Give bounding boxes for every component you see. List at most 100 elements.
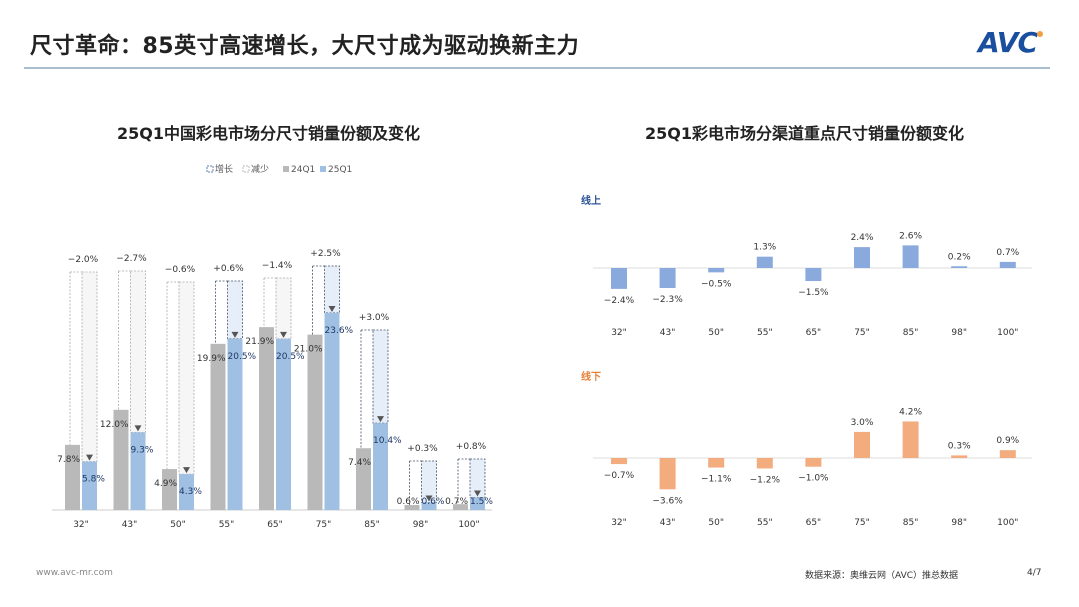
x-tick-32": 32" [73,520,89,530]
x-tick-32": 32" [611,518,627,528]
value-label: −2.4% [604,296,635,306]
bar-线上-50" [708,268,725,273]
x-tick-100": 100" [458,520,479,530]
bar-24q1-65" [259,327,274,510]
change-box [178,281,195,475]
label-24q1: 7.8% [57,455,80,465]
left-chart-title: 25Q1中国彩电市场分尺寸销量份额及变化 [117,124,421,143]
x-tick-50": 50" [170,520,186,530]
label-24q1: 0.7% [445,497,468,507]
x-tick-50": 50" [708,328,724,338]
value-label: 0.3% [948,441,971,451]
change-label: −2.0% [68,255,99,265]
change-label: −0.6% [165,265,196,275]
change-label: +2.5% [310,249,341,259]
bar-24q1-85" [356,448,371,510]
bar-线上-75" [854,247,870,268]
bar-24q1-100" [453,504,468,510]
bar-25q1-43" [130,432,146,510]
value-label: 1.3% [753,243,776,253]
x-tick-75": 75" [316,520,332,530]
bar-线下-65" [805,458,822,467]
change-box [81,271,98,462]
x-tick-43": 43" [122,520,138,530]
x-tick-43": 43" [660,328,676,338]
value-label: 4.2% [899,407,922,417]
value-label: −1.2% [750,475,781,485]
header-divider [24,67,1050,69]
change-box [324,265,340,314]
change-label: +0.3% [407,444,438,454]
x-tick-55": 55" [757,518,773,528]
legend-swatch-25Q1 [320,166,326,172]
x-tick-98": 98" [951,518,967,528]
value-label: 2.4% [851,233,874,243]
bar-25q1-100" [470,497,485,510]
x-tick-98": 98" [951,328,967,338]
label-24q1: 21.9% [245,337,274,347]
label-25q1: 1.5% [470,497,493,507]
arrow-icon [474,490,481,497]
arrow-icon [183,467,190,474]
bar-24q1-43" [113,409,129,510]
x-tick-50": 50" [708,518,724,528]
change-label: −2.7% [116,254,147,264]
value-label: −0.7% [604,471,635,481]
x-tick-100": 100" [997,328,1018,338]
x-tick-43": 43" [660,518,676,528]
legend-swatch-减少 [242,165,250,173]
x-tick-55": 55" [219,520,235,530]
legend-label-25Q1: 25Q1 [328,165,352,175]
x-tick-65": 65" [267,520,283,530]
value-label: 3.0% [851,418,874,428]
label-24q1: 0.6% [397,497,420,507]
online-panel-label: 线上 [581,196,601,207]
bar-线下-100" [999,450,1016,458]
change-box [275,277,292,340]
value-label: −1.0% [798,474,829,484]
x-tick-85": 85" [903,328,919,338]
bar-线上-98" [951,266,968,268]
bar-25q1-50" [179,474,194,510]
bar-24q1-98" [404,504,420,510]
label-25q1: 9.3% [131,445,154,455]
bar-25q1-55" [227,338,243,510]
x-tick-85": 85" [903,518,919,528]
bar-线下-85" [902,421,919,458]
x-tick-32": 32" [611,328,627,338]
bar-线上-85" [902,245,919,268]
arrow-icon [86,454,93,461]
change-box [372,329,389,424]
label-24q1: 7.4% [348,458,371,468]
offline-panel-label: 线下 [581,372,601,383]
bar-25q1-98" [421,502,437,510]
bar-线下-75" [854,431,870,458]
change-label: −1.4% [262,261,293,271]
legend-swatch-增长 [206,165,214,173]
value-label: 0.7% [996,248,1019,258]
website-text: www.avc-mr.com [36,568,113,578]
change-box [130,270,146,433]
label-25q1: 10.4% [373,436,402,446]
label-25q1: 4.3% [179,487,202,497]
bar-24q1-55" [210,343,226,510]
bar-25q1-75" [324,312,340,510]
label-24q1: 19.9% [197,354,226,364]
legend-swatch-24Q1 [283,166,289,172]
label-24q1: 4.9% [154,479,177,489]
legend-label-增长: 增长 [215,163,233,175]
legend-label-减少: 减少 [251,163,269,175]
bar-25q1-32" [82,461,97,510]
change-label: +0.8% [456,442,487,452]
value-label: 2.6% [899,231,922,241]
bar-线下-55" [756,458,773,469]
label-25q1: 20.5% [276,352,305,362]
bar-线上-100" [999,261,1016,268]
arrow-icon [231,331,239,338]
bar-线下-43" [659,458,676,490]
right-chart-title: 25Q1彩电市场分渠道重点尺寸销量份额变化 [645,124,965,143]
bar-24q1-75" [307,334,323,510]
arrow-icon [134,425,142,432]
bar-24q1-32" [65,444,80,510]
